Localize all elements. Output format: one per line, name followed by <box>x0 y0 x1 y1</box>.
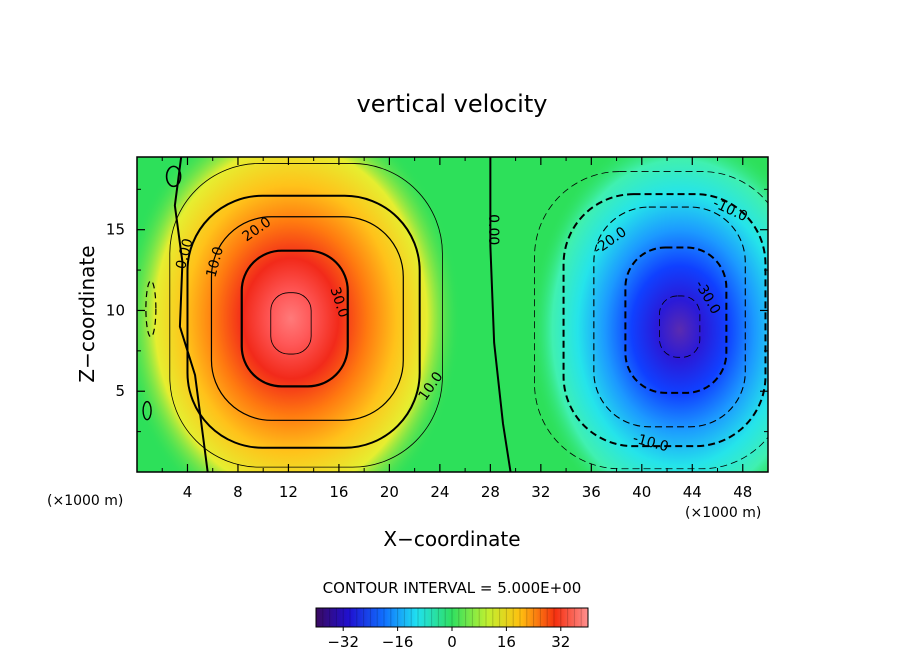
contour-label: 0.00 <box>173 237 197 271</box>
updraft-field <box>137 157 461 472</box>
contour-line <box>562 193 767 448</box>
x-tick-label: 24 <box>430 483 449 501</box>
colorbar-tick-label: 32 <box>551 633 570 651</box>
x-tick-label: 16 <box>329 483 348 501</box>
contour-lines <box>142 157 768 472</box>
x-axis-label: X−coordinate <box>383 527 520 551</box>
x-tick-label: 40 <box>632 483 651 501</box>
contour-line <box>593 206 746 428</box>
contour-line <box>210 216 404 421</box>
zero-contour <box>173 157 209 472</box>
colorbar-tick-label: −32 <box>327 633 359 651</box>
x-tick-label: 20 <box>380 483 399 501</box>
y-axis-label: Z−coordinate <box>75 245 99 382</box>
x-tick-label: 8 <box>233 483 243 501</box>
y-tick-label: 5 <box>115 382 125 400</box>
x-tick-label: 32 <box>531 483 550 501</box>
downdraft-field <box>529 157 768 472</box>
colorbar-divisions <box>322 608 582 627</box>
y-tick-label: 10 <box>106 301 125 319</box>
contour-label: 10.0 <box>203 245 227 279</box>
x-axis-ticks: 4 8 12 16 20 24 28 32 36 40 44 48 <box>161 157 752 501</box>
zero-contour-cell <box>165 165 182 188</box>
x-tick-label: 12 <box>279 483 298 501</box>
x-tick-label: 48 <box>733 483 752 501</box>
x-unit-right: (×1000 m) <box>685 505 761 521</box>
colorbar-tick-label: 0 <box>447 633 457 651</box>
plot-area: 0.00 10.020.030.010.00.00 -20.0-10.0-30.0-… <box>137 157 768 472</box>
contour-line <box>534 171 768 470</box>
x-unit-left: (×1000 m) <box>47 493 123 509</box>
contour-line <box>186 194 421 449</box>
contour-line <box>659 295 701 358</box>
colorbar: −32 −16 0 16 32 <box>315 607 589 651</box>
x-tick-label: 36 <box>582 483 601 501</box>
negative-contour-cell <box>145 280 157 338</box>
zero-contour-cell <box>142 400 152 421</box>
colorbar-tick-label: −16 <box>382 633 414 651</box>
x-tick-label: 28 <box>481 483 500 501</box>
contour-line <box>169 163 443 468</box>
x-tick-label: 4 <box>183 483 193 501</box>
chart-title: vertical velocity <box>357 90 548 118</box>
contour-interval-text: CONTOUR INTERVAL = 5.000E+00 <box>323 579 582 597</box>
y-tick-label: 15 <box>106 221 125 239</box>
contour-line <box>270 292 312 355</box>
colorbar-ticks: −32 −16 0 16 32 <box>327 627 570 651</box>
contour-line <box>240 249 349 388</box>
contour-line <box>624 246 728 394</box>
contour-label: 0.00 <box>485 214 501 245</box>
zero-contour <box>489 157 512 472</box>
x-tick-label: 44 <box>683 483 702 501</box>
y-axis-ticks: 5 10 15 <box>106 188 768 433</box>
colorbar-tick-label: 16 <box>497 633 516 651</box>
plot-frame <box>136 156 769 473</box>
